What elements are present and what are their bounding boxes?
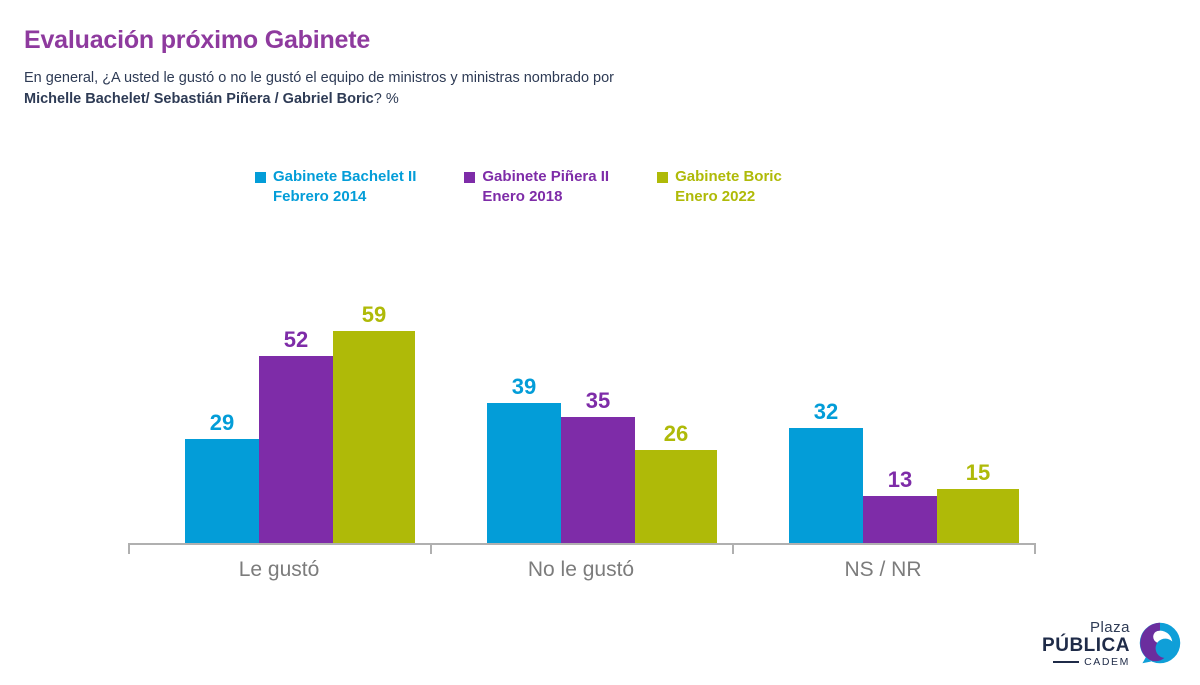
bar-rect [635, 450, 717, 543]
axis-tick [128, 543, 130, 554]
subtitle-line-1: En general, ¿A usted le gustó o no le gu… [24, 70, 614, 86]
bar-bachelet-le-gusto[interactable]: 29 [185, 285, 259, 543]
axis-tick [430, 543, 432, 554]
bar-boric-le-gusto[interactable]: 59 [333, 285, 415, 543]
subtitle-names: Michelle Bachelet/ Sebastián Piñera / Ga… [24, 91, 374, 107]
bar-value-label: 52 [283, 327, 309, 352]
bar-rect [185, 439, 259, 543]
bar-rect [487, 403, 561, 543]
bar-rect [789, 428, 863, 543]
legend-item-boric[interactable]: Gabinete Boric Enero 2022 [657, 167, 782, 207]
bar-group-ns-nr: 32 13 15 [732, 285, 1034, 543]
legend-swatch-icon [657, 172, 669, 183]
page-title: Evaluación próximo Gabinete [24, 26, 371, 54]
legend-swatch-icon [464, 172, 476, 183]
chart-plot-area: 29 52 59 39 35 26 [128, 285, 1036, 543]
bar-bachelet-ns-nr[interactable]: 32 [789, 285, 863, 543]
bar-group-le-gusto: 29 52 59 [128, 285, 430, 543]
subtitle-tail: ? % [373, 91, 399, 107]
axis-tick [732, 543, 734, 554]
brand-logo: Plaza PÚBLICA CADEM [1042, 620, 1182, 668]
bar-boric-no-le-gusto[interactable]: 26 [635, 285, 717, 543]
bar-pinera-no-le-gusto[interactable]: 35 [561, 285, 635, 543]
x-axis-line [128, 543, 1036, 545]
legend-swatch-icon [255, 172, 266, 183]
logo-cadem-text: CADEM [1084, 655, 1130, 668]
bar-value-label: 26 [663, 421, 689, 446]
bar-rect [863, 496, 937, 543]
bar-group-no-le-gusto: 39 35 26 [430, 285, 732, 543]
bar-value-label: 13 [887, 467, 913, 492]
bar-boric-ns-nr[interactable]: 15 [937, 285, 1019, 543]
legend-item-bachelet[interactable]: Gabinete Bachelet II Febrero 2014 [255, 167, 416, 207]
bar-rect [561, 417, 635, 543]
axis-tick [1034, 543, 1036, 554]
bar-rect [259, 356, 333, 543]
bar-value-label: 59 [361, 302, 387, 327]
bar-value-label: 29 [209, 410, 235, 435]
bar-value-label: 32 [813, 399, 839, 424]
logo-swirl-icon [1139, 623, 1181, 664]
logo-plaza-text: Plaza [1089, 618, 1130, 636]
chart-legend: Gabinete Bachelet II Febrero 2014 Gabine… [255, 167, 782, 207]
bar-bachelet-no-le-gusto[interactable]: 39 [487, 285, 561, 543]
bar-rect [937, 489, 1019, 543]
bar-rect [333, 331, 415, 543]
category-label-ns-nr: NS / NR [844, 558, 922, 581]
logo-wordmark: Plaza PÚBLICA CADEM [1042, 620, 1130, 668]
bar-pinera-ns-nr[interactable]: 13 [863, 285, 937, 543]
legend-label: Gabinete Bachelet II Febrero 2014 [273, 168, 417, 205]
x-axis-labels: Le gustó No le gustó NS / NR [128, 558, 1036, 582]
bar-value-label: 15 [965, 460, 991, 485]
legend-item-pinera[interactable]: Gabinete Piñera II Enero 2018 [464, 167, 609, 207]
logo-rule-divider [1053, 660, 1080, 663]
logo-publica-text: PÚBLICA [1042, 634, 1130, 656]
legend-label: Gabinete Boric Enero 2022 [675, 168, 782, 205]
legend-label: Gabinete Piñera II Enero 2018 [482, 168, 610, 205]
bar-value-label: 39 [511, 374, 537, 399]
bar-pinera-le-gusto[interactable]: 52 [259, 285, 333, 543]
category-label-le-gusto: Le gustó [238, 558, 320, 581]
page-subtitle: En general, ¿A usted le gustó o no le gu… [24, 68, 924, 110]
logo-cadem-row: CADEM [1042, 655, 1130, 668]
category-label-no-le-gusto: No le gustó [527, 558, 635, 581]
bar-value-label: 35 [585, 388, 611, 413]
